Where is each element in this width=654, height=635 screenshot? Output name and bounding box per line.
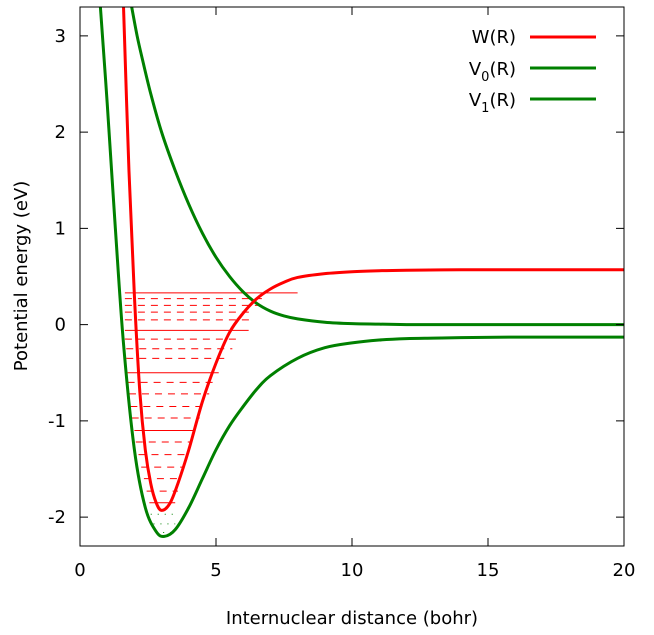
x-tick-label: 5 <box>210 560 221 581</box>
x-axis-label: Internuclear distance (bohr) <box>226 608 478 629</box>
y-tick-label: 1 <box>55 218 66 239</box>
y-tick-label: 2 <box>55 122 66 143</box>
x-tick-label: 15 <box>477 560 500 581</box>
y-axis: -2 -1 0 1 2 3 <box>48 26 624 528</box>
vibrational-levels <box>124 292 298 534</box>
y-tick-label: -2 <box>48 507 66 528</box>
x-tick-label: 10 <box>341 560 364 581</box>
series-w-line <box>122 7 624 512</box>
y-tick-label: -1 <box>48 411 66 432</box>
x-tick-label: 0 <box>74 560 85 581</box>
curves <box>98 7 624 538</box>
series-v1-line <box>98 7 624 538</box>
y-axis-label: Potential energy (eV) <box>11 181 32 371</box>
plot-frame <box>79 6 625 547</box>
legend-label-v1: V1(R) <box>469 90 516 116</box>
legend: W(R) V0(R) V1(R) <box>469 27 596 116</box>
legend-label-v0: V0(R) <box>469 59 516 85</box>
x-axis: 0 5 10 15 20 <box>74 7 635 581</box>
y-tick-label: 3 <box>55 26 66 47</box>
y-tick-label: 0 <box>55 315 66 336</box>
series-v0-line <box>130 7 624 327</box>
legend-label-w: W(R) <box>472 27 516 48</box>
x-tick-label: 20 <box>613 560 636 581</box>
